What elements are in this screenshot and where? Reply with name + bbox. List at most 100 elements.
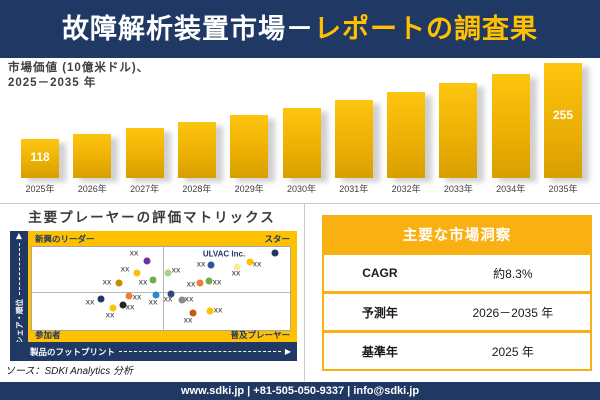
quadrant-label-pervasive-players: 普及プレーヤー (230, 330, 290, 340)
x-tick-label: 2031年 (339, 184, 369, 194)
dot-label: XX (231, 270, 241, 278)
scatter-dot (149, 276, 157, 284)
bar (73, 134, 112, 178)
source-note: ソース：SDKI Analytics 分析 (5, 366, 134, 377)
y-axis-dashes (18, 243, 20, 295)
table-row-base-year: 基準年 2025 年 (324, 330, 590, 369)
table-row-cagr: CAGR 約8.3% (324, 252, 590, 291)
scatter-dot (143, 257, 151, 265)
x-tick-label: 2035年 (548, 184, 578, 194)
dot-label: XX (252, 261, 262, 269)
x-tick-label: 2029年 (234, 184, 264, 194)
dot-label: XX (212, 279, 222, 287)
footer-bar: www.sdki.jp | +81-505-050-9337 | info@sd… (0, 382, 600, 400)
scatter-dot (196, 279, 204, 287)
row-value: 2026－2035 年 (472, 305, 554, 320)
page-title-white: 故障解析装置市場－ (62, 13, 314, 44)
row-label: 基準年 (361, 344, 398, 359)
chart-subtitle-line2: 2025－2035 年 (8, 76, 97, 89)
bar (230, 115, 269, 178)
scatter-dot (271, 249, 279, 257)
dot-label: XX (102, 279, 112, 287)
scatter-dot (246, 258, 254, 266)
x-tick-label: 2028年 (182, 184, 212, 194)
matrix-y-axis: 市場シェア・順位 ▶ (10, 231, 28, 361)
x-tick-label: 2032年 (391, 184, 421, 194)
row-label: 予測年 (361, 305, 398, 320)
matrix-x-axis: 製品のフットプリント ▶ (10, 342, 297, 361)
vertical-divider (304, 204, 305, 381)
quadrant-label-emerging-leaders: 新興のリーダー (35, 234, 95, 244)
dot-label: XX (125, 304, 135, 312)
matrix-top-quadrant-labels: 新興のリーダー スター (28, 233, 297, 245)
scatter-dot (109, 304, 117, 312)
row-label: CAGR (362, 266, 398, 280)
dot-label: XX (138, 279, 148, 287)
scatter-dot (178, 296, 186, 304)
bar: 118 (21, 139, 59, 178)
dot-label: XX (85, 299, 95, 307)
page-title: 故障解析装置市場－レポートの調査果 (62, 13, 538, 44)
x-tick-label: 2033年 (443, 184, 473, 194)
x-tick-label: 2025年 (25, 184, 55, 194)
x-tick-label: 2026年 (77, 184, 107, 194)
footer-contact-text: www.sdki.jp | +81-505-050-9337 | info@sd… (180, 385, 420, 397)
dot-label: XX (213, 307, 223, 315)
x-tick-label: 2030年 (286, 184, 317, 194)
scatter-dot (207, 261, 215, 269)
bar (387, 92, 426, 178)
dot-label: XX (163, 296, 173, 304)
matrix-title: 主要プレーヤーの評価マトリックス (28, 210, 276, 225)
table-row-forecast-year: 予測年 2026－2035 年 (324, 291, 590, 330)
quadrant-label-participants: 参加者 (35, 330, 61, 340)
matrix-frame: 新興のリーダー スター XX XX XX XX XX XX XX XX XX XX XX XX XX XX… (28, 231, 297, 342)
matrix-bottom-quadrant-labels: 参加者 普及プレーヤー (28, 329, 297, 341)
market-insights-table: 主要な市場洞察 CAGR 約8.3% 予測年 2026－2035 年 基準年 2… (322, 215, 592, 371)
scatter-dot (167, 290, 175, 298)
quadrant-horizontal-line (32, 292, 290, 293)
quadrant-vertical-line (163, 247, 164, 330)
bar (334, 100, 373, 178)
row-value: 約8.3% (493, 266, 533, 281)
dot-label: XX (196, 261, 206, 269)
header-banner: 故障解析装置市場－レポートの調査果 (0, 0, 600, 58)
arrow-up-icon: ▶ (14, 233, 23, 240)
scatter-dot (152, 291, 160, 299)
dot-label: XX (183, 317, 193, 325)
arrow-right-icon: ▶ (284, 346, 291, 356)
scatter-dot (233, 263, 241, 271)
bar (125, 128, 164, 178)
scatter-dot (119, 301, 127, 309)
scatter-dot (164, 269, 172, 277)
row-value: 2025 年 (491, 344, 534, 359)
matrix-x-axis-label: 製品のフットプリント (30, 346, 116, 357)
chart-subtitle: 市場価値 (10億米ドル)、 2025－2035 年 (8, 61, 149, 91)
scatter-dot (206, 307, 214, 315)
dot-label: XX (184, 296, 194, 304)
scatter-dot (205, 277, 213, 285)
horizontal-divider (0, 203, 600, 204)
x-tick-label: 2027年 (130, 184, 160, 194)
bar-chart: 118 2025年 2026年 2027年 2028年 2029年 2030年 2031年 20… (21, 63, 582, 194)
quadrant-label-star: スター (264, 234, 290, 244)
dot-label: XX (120, 266, 130, 274)
dot-label: XX (186, 281, 196, 289)
bar (491, 74, 530, 178)
dot-label: XX (148, 299, 158, 307)
bar (439, 83, 478, 178)
bar (282, 108, 321, 178)
x-axis-dashes (119, 351, 281, 352)
page-title-yellow: レポートの調査果 (314, 13, 538, 44)
dot-label: XX (105, 312, 115, 320)
scatter-dot (97, 295, 105, 303)
scatter-dot (133, 269, 141, 277)
company-label: ULVAC Inc. (202, 249, 246, 259)
dot-label: XX (171, 267, 181, 275)
matrix-plot-area: XX XX XX XX XX XX XX XX XX XX XX XX XX XX XX XX XX XX XX UL… (31, 246, 291, 331)
bar: 255 (544, 63, 582, 178)
scatter-dot (125, 292, 133, 300)
dot-label: XX (129, 250, 139, 258)
bar (177, 122, 216, 178)
x-tick-label: 2034年 (496, 184, 526, 194)
